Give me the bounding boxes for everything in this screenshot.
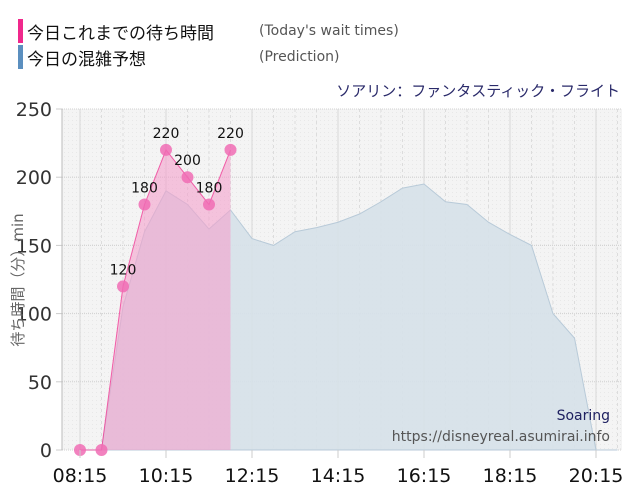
axes: 0 50 100 150 200 250 08:15 10:15 12:15 14:15 16:15… — [16, 99, 624, 487]
y-axis-label: 待ち時間（分）min — [9, 213, 27, 346]
x-tick-label: 08:15 — [53, 465, 108, 487]
legend-label-today: 今日これまでの待ち時間 — [27, 23, 214, 44]
data-label: 180 — [196, 180, 223, 196]
y-tick-label: 200 — [16, 167, 52, 189]
today-data-point[interactable] — [203, 198, 215, 211]
data-label: 120 — [110, 262, 137, 278]
y-tick-label: 250 — [16, 99, 52, 121]
today-data-point[interactable] — [224, 143, 237, 156]
today-data-point[interactable] — [181, 171, 194, 184]
today-area — [80, 149, 231, 451]
x-tick-label: 14:15 — [311, 465, 366, 487]
legend-swatch-prediction — [18, 45, 23, 69]
y-tick-label: 100 — [16, 304, 52, 326]
series-layer: 120 180 220 200 180 220 — [74, 126, 618, 456]
data-label: 220 — [217, 126, 244, 142]
data-label: 200 — [174, 153, 201, 169]
today-data-point[interactable] — [138, 198, 151, 211]
watermark-url: https://disneyreal.asumirai.info — [392, 429, 610, 445]
legend-swatch-today — [18, 19, 23, 43]
x-tick-label: 20:15 — [569, 465, 624, 487]
y-tick-label: 150 — [16, 235, 52, 257]
legend-sublabel-today: (Today's wait times) — [259, 23, 399, 39]
legend-sublabel-prediction: (Prediction) — [259, 49, 340, 65]
legend-label-prediction: 今日の混雑予想 — [27, 49, 146, 70]
today-data-point[interactable] — [117, 280, 129, 293]
x-tick-label: 16:15 — [397, 465, 452, 487]
ride-title: ソアリン：ファンタスティック・フライト — [336, 82, 620, 100]
today-data-point[interactable] — [95, 444, 108, 456]
x-tick-label: 10:15 — [139, 465, 194, 487]
legend-item-today[interactable]: 今日これまでの待ち時間 (Today's wait times) — [18, 18, 399, 44]
data-label: 220 — [153, 126, 180, 142]
legend-item-prediction[interactable]: 今日の混雑予想 (Prediction) — [18, 44, 399, 70]
today-data-point[interactable] — [160, 143, 172, 156]
y-tick-label: 0 — [40, 440, 52, 462]
x-tick-label: 18:15 — [483, 465, 538, 487]
watermark-name: Soaring — [557, 408, 610, 424]
data-label: 180 — [131, 180, 158, 196]
y-tick-label: 50 — [28, 372, 52, 394]
x-tick-label: 12:15 — [225, 465, 280, 487]
legend: 今日これまでの待ち時間 (Today's wait times) 今日の混雑予想… — [18, 18, 399, 70]
